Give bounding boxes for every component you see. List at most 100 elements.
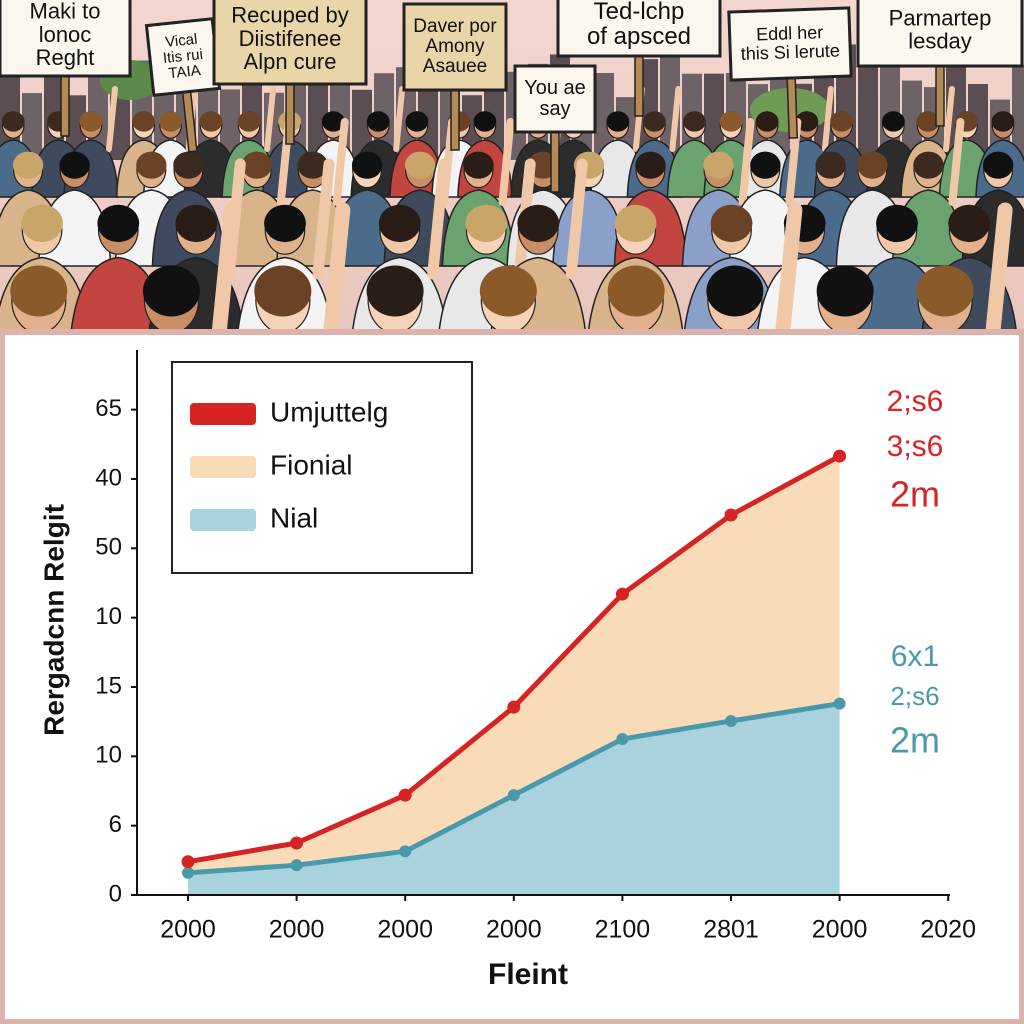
person-hair: [97, 204, 140, 243]
person-hair: [991, 111, 1015, 132]
sign-text: Ted-lchp: [594, 0, 685, 25]
y-tick-label: 0: [109, 880, 122, 907]
x-tick-label: 2000: [486, 916, 542, 944]
sign-text: You ae: [524, 77, 586, 99]
person-hair: [982, 151, 1014, 179]
raised-arm: [669, 86, 682, 152]
sign-board: [0, 0, 132, 78]
raised-arm: [211, 202, 239, 332]
person-hair: [473, 111, 497, 132]
sign-text: Amony: [425, 36, 485, 57]
raised-arm: [948, 118, 965, 206]
raised-arm: [738, 118, 755, 206]
person-hair: [607, 265, 665, 317]
sign-board: [556, 0, 722, 58]
person-hair: [857, 151, 888, 179]
person-hair: [264, 204, 306, 243]
x-tick-label: 2000: [269, 916, 325, 944]
sign-text: say: [539, 98, 570, 120]
person-hair: [916, 265, 974, 317]
sign-text: Alpn cure: [244, 49, 337, 74]
person-hair: [710, 204, 753, 243]
sign-stick: [285, 83, 295, 145]
person-hair: [366, 265, 424, 317]
point: [724, 508, 738, 522]
person-hair: [815, 151, 846, 179]
person-hair: [59, 151, 90, 179]
sign-stick: [634, 55, 644, 117]
person-hair: [1, 111, 25, 132]
point: [290, 859, 303, 872]
annotation: 2m: [890, 474, 940, 515]
sign-text: Daver por: [413, 16, 497, 37]
person-hair: [321, 111, 345, 132]
legend-swatch: [190, 509, 256, 531]
person-hair: [517, 204, 560, 243]
person-hair: [642, 111, 666, 132]
building: [308, 74, 328, 160]
lines: [181, 449, 847, 879]
sign-text: Asauee: [423, 56, 487, 77]
annotation: 2m: [890, 720, 940, 761]
y-tick-label: 65: [95, 395, 122, 422]
y-tick-label: 15: [95, 672, 122, 699]
person-hair: [703, 151, 734, 179]
person-hair: [366, 111, 390, 132]
raised-arm: [427, 158, 450, 280]
person-hair: [297, 151, 328, 179]
y-tick-label: 40: [95, 464, 122, 491]
y-axis-label: Rergadcnn Relgit: [38, 504, 69, 736]
building: [22, 93, 42, 160]
person-hair: [913, 151, 944, 179]
point: [507, 789, 520, 802]
y-tick-label: 6: [109, 811, 122, 838]
legend-swatch: [190, 403, 256, 425]
person-hair: [948, 204, 991, 243]
building: [704, 73, 724, 160]
sign-text: Eddl her: [756, 22, 824, 44]
person-hair: [10, 265, 68, 317]
person-hair: [199, 111, 223, 132]
raised-arm: [105, 86, 118, 152]
building: [594, 72, 614, 160]
sign-board: [727, 6, 853, 82]
person-hair: [465, 204, 508, 243]
person-hair: [254, 265, 312, 317]
person-hair: [795, 111, 819, 132]
x-tick-label: 2801: [703, 916, 759, 944]
person-hair: [614, 204, 657, 243]
raised-arm: [393, 86, 406, 152]
sign-stick: [786, 77, 799, 139]
person-hair: [706, 265, 764, 317]
raised-arm: [264, 86, 277, 152]
sign-text: lonoc: [39, 22, 92, 47]
point: [181, 855, 195, 869]
raised-arm: [312, 158, 335, 280]
person-hair: [916, 111, 940, 132]
building: [858, 55, 878, 161]
point: [399, 845, 412, 858]
legend-label: Fionial: [270, 449, 352, 480]
legend-swatch: [190, 456, 256, 478]
building: [1012, 64, 1024, 160]
sign-stick: [450, 89, 460, 151]
legend-label: Nial: [270, 502, 318, 533]
x-tick-label: 2000: [812, 916, 868, 944]
sign-stick: [550, 131, 560, 193]
person-hair: [12, 151, 44, 179]
building: [902, 80, 922, 160]
person-hair: [21, 204, 63, 243]
x-tick-label: 2100: [595, 916, 651, 944]
person-hair: [175, 204, 218, 243]
annotation: 2;s6: [887, 385, 944, 418]
raised-arm: [565, 158, 588, 280]
raised-arm: [821, 86, 834, 152]
annotation: 2;s6: [890, 681, 939, 711]
sign-board: [402, 2, 508, 92]
